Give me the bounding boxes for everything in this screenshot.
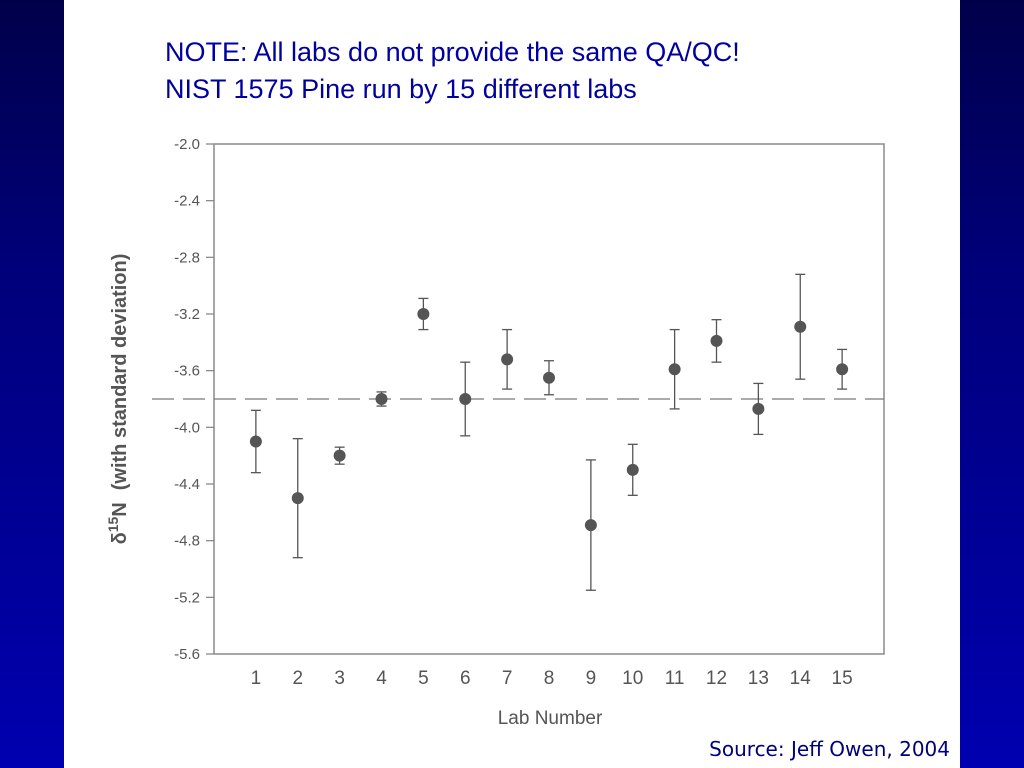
slide-title: NOTE: All labs do not provide the same Q…: [165, 34, 955, 108]
data-point: [291, 492, 304, 505]
y-tick-label: -5.6: [174, 646, 200, 663]
data-points: [249, 273, 849, 591]
x-axis-title: Lab Number: [498, 708, 603, 729]
x-tick-label: 13: [748, 668, 769, 689]
x-tick-label: 9: [586, 668, 597, 689]
y-tick-label: -2.0: [174, 136, 200, 153]
data-point: [459, 393, 472, 405]
x-tick-label: 5: [418, 668, 429, 689]
y-axis-superscript: 15: [105, 517, 121, 533]
x-tick-label: 1: [251, 668, 262, 689]
y-tick-label: -2.4: [174, 193, 200, 210]
x-tick-label: 3: [334, 668, 345, 689]
data-point: [794, 320, 807, 333]
y-tick-label: -3.2: [174, 306, 200, 323]
x-axis: 1 2 3 4 5 6 7 8 9 10 11 12 13 14 15: [251, 668, 853, 689]
y-axis-note: (with standard deviation): [109, 254, 131, 491]
data-point: [375, 393, 388, 405]
x-tick-label: 4: [376, 668, 387, 689]
x-tick-label: 15: [832, 668, 853, 689]
data-point: [836, 363, 849, 376]
y-tick-label: -4.0: [174, 419, 200, 436]
y-tick-label: -5.2: [174, 589, 200, 606]
y-axis-element: N: [109, 502, 131, 516]
data-point: [333, 449, 346, 462]
title-line-1: NOTE: All labs do not provide the same Q…: [165, 37, 740, 67]
y-tick-label: -4.8: [174, 533, 200, 550]
title-line-2: NIST 1575 Pine run by 15 different labs: [165, 74, 637, 104]
data-point: [668, 363, 681, 376]
y-axis: -2.0 -2.4 -2.8 -3.2 -3.6 -4.0 -4.4 -4.8 -5.2 -5.6: [174, 136, 214, 663]
data-point: [584, 519, 597, 532]
x-tick-label: 7: [502, 668, 513, 689]
data-point: [626, 463, 639, 476]
data-point: [249, 435, 262, 448]
data-point: [710, 334, 723, 347]
x-tick-label: 8: [544, 668, 555, 689]
y-tick-label: -2.8: [174, 249, 200, 266]
y-axis-symbol: δ: [109, 532, 131, 544]
x-tick-label: 2: [292, 668, 303, 689]
y-tick-label: -4.4: [174, 476, 200, 493]
x-tick-label: 12: [706, 668, 727, 689]
x-tick-label: 11: [665, 668, 685, 689]
lab-comparison-chart: -2.0 -2.4 -2.8 -3.2 -3.6 -4.0 -4.4 -4.8 -5.2 -5.6…: [105, 136, 885, 729]
data-point: [543, 371, 555, 384]
y-axis-title: δ15N (with standard deviation): [105, 254, 131, 545]
data-point: [501, 353, 514, 366]
source-credit: Source: Jeff Owen, 2004: [709, 737, 950, 761]
y-tick-label: -3.6: [174, 363, 200, 380]
x-tick-label: 10: [622, 668, 643, 689]
x-tick-label: 14: [790, 668, 812, 689]
x-tick-label: 6: [460, 668, 471, 689]
data-point: [752, 402, 765, 415]
data-point: [417, 308, 430, 320]
